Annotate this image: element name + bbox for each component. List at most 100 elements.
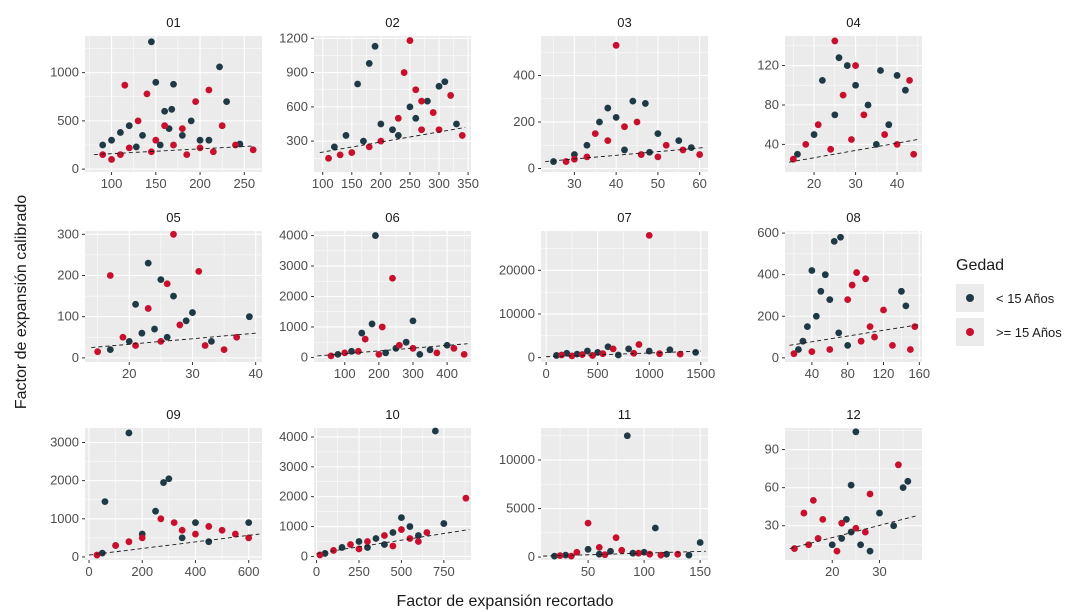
x-tick-label: 40	[890, 176, 904, 191]
x-tick-label: 250	[348, 564, 370, 579]
y-tick-label: 900	[286, 65, 308, 80]
point-15-plus	[205, 86, 213, 94]
point-under-15	[812, 312, 820, 320]
point-15-plus	[161, 122, 169, 130]
point-under-15	[245, 519, 253, 527]
point-15-plus	[377, 137, 385, 145]
facet-title: 10	[385, 407, 399, 422]
trend-line	[789, 324, 920, 346]
trend-line	[316, 529, 470, 554]
point-15-plus	[601, 551, 609, 559]
y-tick-label: 40	[765, 136, 779, 151]
point-under-15	[338, 544, 346, 551]
panel-background	[85, 428, 262, 560]
point-under-15	[187, 117, 195, 125]
facet-title: 03	[617, 15, 631, 30]
point-under-15	[818, 76, 826, 84]
point-under-15	[453, 120, 460, 128]
x-tick-label: 250	[399, 176, 421, 191]
point-15-plus	[609, 345, 617, 353]
point-15-plus	[395, 341, 403, 349]
point-15-plus	[125, 144, 133, 152]
point-under-15	[550, 158, 557, 165]
point-15-plus	[809, 496, 817, 504]
point-15-plus	[125, 538, 133, 546]
point-under-15	[372, 232, 379, 239]
point-under-15	[830, 237, 838, 245]
point-15-plus	[612, 534, 620, 542]
point-15-plus	[361, 335, 369, 343]
point-15-plus	[394, 114, 402, 122]
point-under-15	[334, 350, 342, 358]
point-under-15	[583, 141, 591, 149]
point-under-15	[821, 271, 829, 279]
point-under-15	[890, 522, 898, 530]
point-15-plus	[354, 347, 362, 355]
point-15-plus	[423, 529, 431, 536]
point-15-plus	[894, 461, 902, 469]
point-under-15	[178, 534, 186, 542]
point-under-15	[641, 100, 649, 107]
point-15-plus	[375, 350, 383, 358]
point-15-plus	[218, 122, 226, 130]
trend-line	[546, 350, 701, 358]
point-under-15	[666, 346, 674, 354]
point-15-plus	[584, 519, 592, 527]
point-15-plus	[218, 526, 226, 534]
y-tick-label: 90	[765, 442, 779, 457]
legend-label-15-plus: >= 15 Años	[996, 325, 1062, 340]
y-tick-label: 0	[301, 349, 308, 364]
trend-line	[789, 139, 918, 163]
point-under-15	[398, 514, 405, 521]
x-tick-label: 200	[370, 176, 392, 191]
point-under-15	[614, 351, 622, 359]
point-15-plus	[192, 530, 199, 538]
x-tick-label: 750	[433, 564, 455, 579]
point-under-15	[426, 346, 434, 354]
point-under-15	[828, 541, 836, 549]
point-under-15	[165, 475, 173, 483]
point-15-plus	[831, 37, 839, 45]
point-15-plus	[839, 91, 847, 99]
point-under-15	[414, 532, 422, 539]
point-under-15	[594, 348, 602, 356]
point-15-plus	[589, 352, 596, 359]
point-under-15	[216, 63, 223, 71]
point-15-plus	[604, 137, 612, 145]
x-tick-label: 300	[402, 366, 424, 381]
facet-title: 04	[846, 15, 860, 30]
x-tick-label: 160	[908, 366, 930, 381]
point-under-15	[604, 104, 612, 112]
point-15-plus	[621, 123, 628, 131]
point-15-plus	[889, 341, 896, 349]
point-15-plus	[789, 155, 797, 163]
y-tick-label: 4000	[279, 228, 308, 243]
point-under-15	[623, 432, 631, 440]
point-15-plus	[646, 550, 654, 558]
point-15-plus	[645, 231, 653, 239]
point-15-plus	[808, 348, 816, 356]
point-15-plus	[336, 151, 344, 159]
legend: Gedad < 15 Años >= 15 Años	[956, 257, 1062, 346]
x-tick-label: 250	[233, 176, 255, 191]
legend-swatch-under-15	[966, 294, 974, 302]
point-under-15	[857, 541, 864, 549]
point-under-15	[382, 349, 390, 357]
point-under-15	[831, 111, 839, 119]
legend-label-under-15: < 15 Años	[996, 291, 1055, 306]
point-under-15	[852, 428, 860, 436]
point-15-plus	[157, 338, 165, 345]
point-under-15	[371, 42, 379, 50]
panel-background	[541, 428, 708, 560]
point-under-15	[431, 427, 439, 435]
y-tick-label: 1000	[279, 319, 308, 334]
y-tick-label: 120	[757, 58, 779, 73]
facet-panel-12: 20 30 30 60 90 12	[765, 407, 922, 579]
x-tick-label: 100	[101, 176, 123, 191]
point-15-plus	[635, 549, 642, 557]
point-15-plus	[656, 350, 663, 358]
point-15-plus	[347, 541, 354, 548]
point-15-plus	[568, 352, 576, 360]
y-tick-label: 3000	[279, 459, 308, 474]
